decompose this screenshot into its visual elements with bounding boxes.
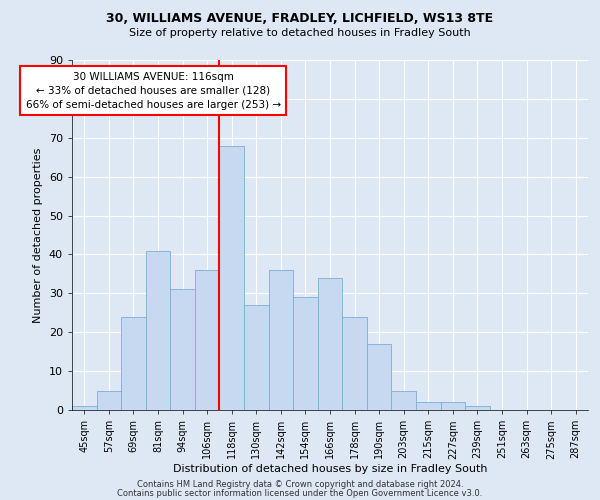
Bar <box>367 344 391 410</box>
Bar <box>72 406 97 410</box>
Bar <box>440 402 465 410</box>
Bar <box>269 270 293 410</box>
Bar <box>97 390 121 410</box>
Text: 30, WILLIAMS AVENUE, FRADLEY, LICHFIELD, WS13 8TE: 30, WILLIAMS AVENUE, FRADLEY, LICHFIELD,… <box>106 12 494 26</box>
Bar <box>293 297 318 410</box>
Text: 30 WILLIAMS AVENUE: 116sqm
← 33% of detached houses are smaller (128)
66% of sem: 30 WILLIAMS AVENUE: 116sqm ← 33% of deta… <box>26 72 281 110</box>
Bar <box>146 250 170 410</box>
Bar <box>391 390 416 410</box>
Bar <box>121 316 146 410</box>
Bar <box>195 270 220 410</box>
Text: Contains HM Land Registry data © Crown copyright and database right 2024.: Contains HM Land Registry data © Crown c… <box>137 480 463 489</box>
Bar <box>220 146 244 410</box>
Bar <box>318 278 342 410</box>
X-axis label: Distribution of detached houses by size in Fradley South: Distribution of detached houses by size … <box>173 464 487 474</box>
Bar <box>244 305 269 410</box>
Bar <box>416 402 440 410</box>
Text: Contains public sector information licensed under the Open Government Licence v3: Contains public sector information licen… <box>118 488 482 498</box>
Bar <box>342 316 367 410</box>
Text: Size of property relative to detached houses in Fradley South: Size of property relative to detached ho… <box>129 28 471 38</box>
Bar <box>465 406 490 410</box>
Bar <box>170 290 195 410</box>
Y-axis label: Number of detached properties: Number of detached properties <box>33 148 43 322</box>
